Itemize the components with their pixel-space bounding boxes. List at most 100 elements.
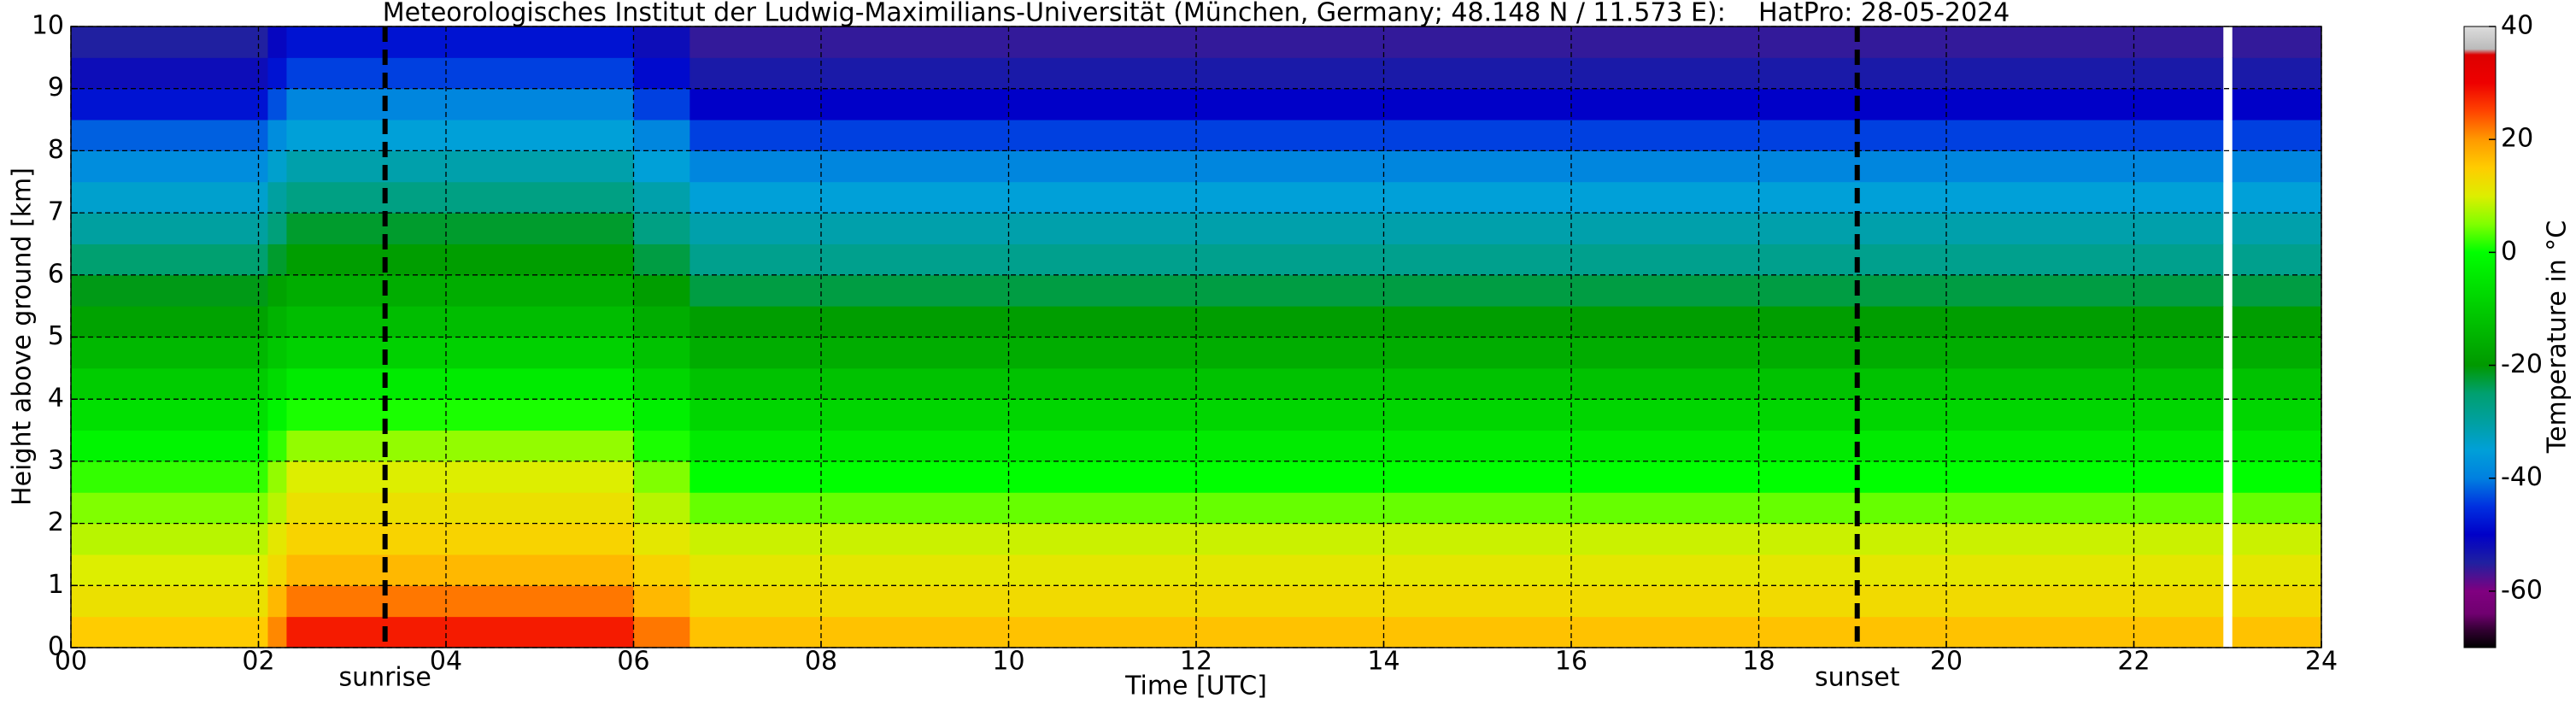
heatmap-cell [689, 616, 2224, 648]
heatmap-cell [633, 213, 690, 244]
heatmap-cell [2232, 306, 2322, 337]
heatmap-cell [286, 274, 634, 307]
heatmap-cell [2232, 399, 2322, 431]
heatmap-cell [689, 88, 2224, 120]
heatmap-cell [71, 57, 268, 90]
y-tick-label: 6 [48, 259, 64, 289]
heatmap-cell [267, 585, 287, 618]
heatmap-cell [2232, 120, 2322, 151]
heatmap-cell [2232, 57, 2322, 90]
heatmap-cell [267, 26, 287, 58]
y-tick-label: 4 [48, 384, 64, 414]
heatmap-cell [689, 57, 2224, 90]
y-tick-label: 0 [48, 632, 64, 662]
heatmap-cell [2232, 554, 2322, 586]
heatmap-cell [71, 554, 268, 586]
heatmap-cell [689, 306, 2224, 337]
heatmap-cell [267, 399, 287, 431]
heatmap-cell [2232, 523, 2322, 555]
x-tick-label: 02 [242, 647, 274, 677]
heatmap-cell [689, 26, 2224, 58]
x-tick-label: 12 [1180, 647, 1212, 677]
colorbar-label: Temperature in °C [2543, 220, 2573, 454]
heatmap-cell [286, 26, 634, 58]
heatmap-cell [267, 181, 287, 214]
heatmap-cell [71, 88, 268, 120]
heatmap-cell [689, 367, 2224, 400]
heatmap-cell [633, 274, 690, 307]
heatmap-cell [633, 150, 690, 183]
colorbar-tick-label: -40 [2501, 462, 2543, 492]
heatmap-cell [633, 243, 690, 276]
heatmap-cell [286, 243, 634, 276]
colorbar [2463, 26, 2497, 648]
x-tick-label: 08 [805, 647, 837, 677]
heatmap-cell [2232, 461, 2322, 493]
heatmap-cell [2232, 150, 2322, 183]
heatmap-cell [689, 274, 2224, 307]
heatmap-cell [267, 274, 287, 307]
heatmap-cell [633, 554, 690, 586]
heatmap-cell [2232, 26, 2322, 58]
colorbar-tick-label: 40 [2501, 11, 2533, 41]
heatmap-cell [286, 120, 634, 151]
heatmap-cell [689, 461, 2224, 493]
heatmap-cell [267, 243, 287, 276]
heatmap-cell [633, 367, 690, 400]
heatmap-cell [71, 337, 268, 369]
heatmap-cell [267, 616, 287, 648]
y-tick-label: 7 [48, 197, 64, 227]
heatmap-cell [71, 616, 268, 648]
heatmap-cell [286, 430, 634, 462]
heatmap-cell [267, 367, 287, 400]
y-tick-label: 5 [48, 321, 64, 351]
heatmap-cell [633, 523, 690, 555]
y-tick-label: 2 [48, 507, 64, 537]
y-tick-label: 8 [48, 135, 64, 165]
heatmap-cell [267, 150, 287, 183]
heatmap-cell [267, 492, 287, 525]
heatmap-cell [286, 306, 634, 337]
heatmap-cell [2232, 88, 2322, 120]
heatmap-cell [71, 181, 268, 214]
heatmap-cell [633, 616, 690, 648]
x-axis-label: Time [UTC] [1124, 672, 1267, 701]
heatmap-cell [71, 306, 268, 337]
heatmap-cell [2232, 337, 2322, 369]
heatmap-cell [286, 57, 634, 90]
heatmap-cell [2232, 367, 2322, 400]
heatmap-cell [633, 26, 690, 58]
heatmap-cell [689, 181, 2224, 214]
heatmap-cell [286, 523, 634, 555]
heatmap-cell [689, 213, 2224, 244]
heatmap-cell [71, 492, 268, 525]
y-tick-label: 10 [32, 11, 64, 41]
x-tick-label: 18 [1742, 647, 1775, 677]
heatmap-cell [689, 585, 2224, 618]
heatmap-cell [71, 367, 268, 400]
heatmap-cell [633, 461, 690, 493]
x-tick-label: 22 [2117, 647, 2150, 677]
heatmap-cell [71, 243, 268, 276]
heatmap-cell [71, 26, 268, 58]
y-tick-label: 3 [48, 445, 64, 475]
heatmap-cell [71, 150, 268, 183]
heatmap-cell [286, 367, 634, 400]
colorbar-tick-label: -60 [2501, 575, 2543, 605]
heatmap-cell [286, 150, 634, 183]
heatmap-cell [633, 57, 690, 90]
heatmap-cell [633, 88, 690, 120]
heatmap-cell [267, 523, 287, 555]
x-tick-label: 10 [992, 647, 1024, 677]
heatmap-cell [2232, 430, 2322, 462]
annotation-label: sunrise [338, 663, 431, 693]
heatmap-cell [286, 88, 634, 120]
y-axis-label: Height above ground [km] [8, 167, 38, 506]
chart-title: Meteorologisches Institut der Ludwig-Max… [383, 0, 2010, 28]
heatmap-cell [267, 88, 287, 120]
heatmap-cell [267, 554, 287, 586]
heatmap-cell [71, 461, 268, 493]
heatmap-cell [71, 274, 268, 307]
heatmap-cell [286, 181, 634, 214]
heatmap-cell [71, 585, 268, 618]
